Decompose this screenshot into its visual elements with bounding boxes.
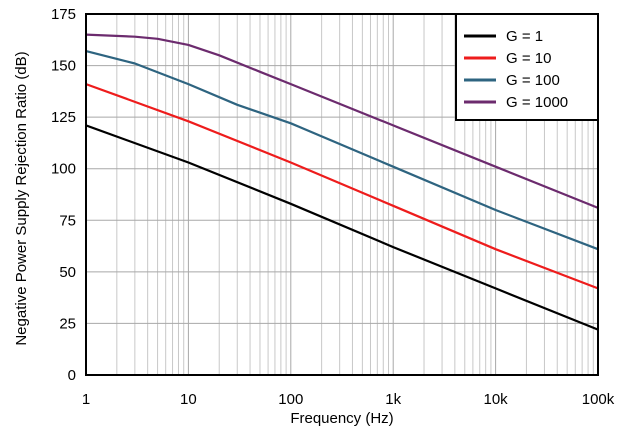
legend-label: G = 10 xyxy=(506,50,551,67)
x-tick-label: 100 xyxy=(278,391,303,408)
x-tick-labels: 1 10 100 1k 10k 100k xyxy=(82,391,615,408)
x-tick-label: 10k xyxy=(484,391,509,408)
legend: G = 1 G = 10 G = 100 G = 1000 xyxy=(455,13,599,121)
y-tick-label: 100 xyxy=(51,161,76,178)
legend-label: G = 1000 xyxy=(506,94,568,111)
legend-label: G = 1 xyxy=(506,28,543,45)
y-tick-label: 150 xyxy=(51,58,76,75)
series-line xyxy=(85,83,599,290)
x-tick-label: 100k xyxy=(582,391,615,408)
x-tick-label: 1 xyxy=(82,391,90,408)
y-tick-label: 50 xyxy=(59,264,76,281)
y-tick-label: 25 xyxy=(59,315,76,332)
series-line xyxy=(85,50,599,251)
x-tick-label: 10 xyxy=(180,391,197,408)
x-axis-label: Frequency (Hz) xyxy=(290,410,393,427)
y-tick-label: 125 xyxy=(51,109,76,126)
plot-frame xyxy=(85,13,599,376)
y-tick-label: 175 xyxy=(51,6,76,23)
x-tick-label: 1k xyxy=(385,391,401,408)
y-tick-label: 75 xyxy=(59,212,76,229)
series-line xyxy=(85,124,599,331)
legend-label: G = 100 xyxy=(506,72,560,89)
y-axis-label: Negative Power Supply Rejection Ratio (d… xyxy=(13,51,30,345)
series-line xyxy=(85,33,599,209)
series-lines xyxy=(85,33,599,331)
y-tick-label: 0 xyxy=(68,367,76,384)
y-tick-labels: 0 25 50 75 100 125 150 175 xyxy=(51,6,76,384)
